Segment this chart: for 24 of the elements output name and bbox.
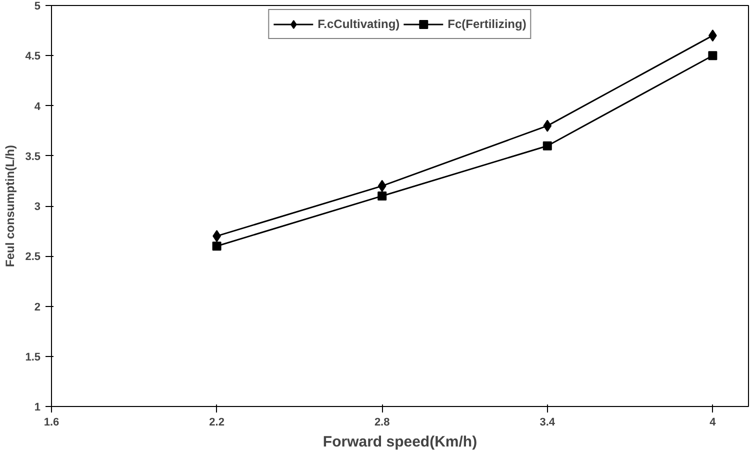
legend-label: Fc(Fertilizing)	[448, 17, 526, 31]
y-tick-label: 2	[34, 301, 41, 314]
point	[542, 141, 552, 150]
point	[212, 242, 222, 251]
y-tick-label: 3.5	[25, 150, 41, 163]
legend-label: F.cCultivating)	[318, 17, 400, 31]
point	[708, 51, 718, 60]
y-tick-label: 2.5	[25, 251, 41, 264]
y-tick-label: 1.5	[25, 351, 41, 364]
y-tick-label: 4.5	[25, 50, 41, 63]
x-tick-label: 2.2	[209, 416, 224, 428]
y-tick-label: 5	[34, 0, 41, 12]
y-axis-title: Feul consumptin(L/h)	[3, 144, 18, 267]
y-tick-label: 4	[34, 100, 42, 113]
x-tick-label: 4	[710, 416, 717, 428]
y-tick-label: 3	[34, 201, 41, 213]
x-tick-label: 3.4	[540, 416, 556, 428]
y-tick-label: 1	[34, 402, 41, 414]
point	[378, 180, 386, 192]
x-axis-title: Forward speed(Km/h)	[322, 434, 478, 450]
x-tick-label: 2.8	[374, 416, 390, 428]
x-tick-label: 1.6	[44, 416, 60, 428]
point	[378, 191, 387, 200]
point	[543, 120, 552, 132]
